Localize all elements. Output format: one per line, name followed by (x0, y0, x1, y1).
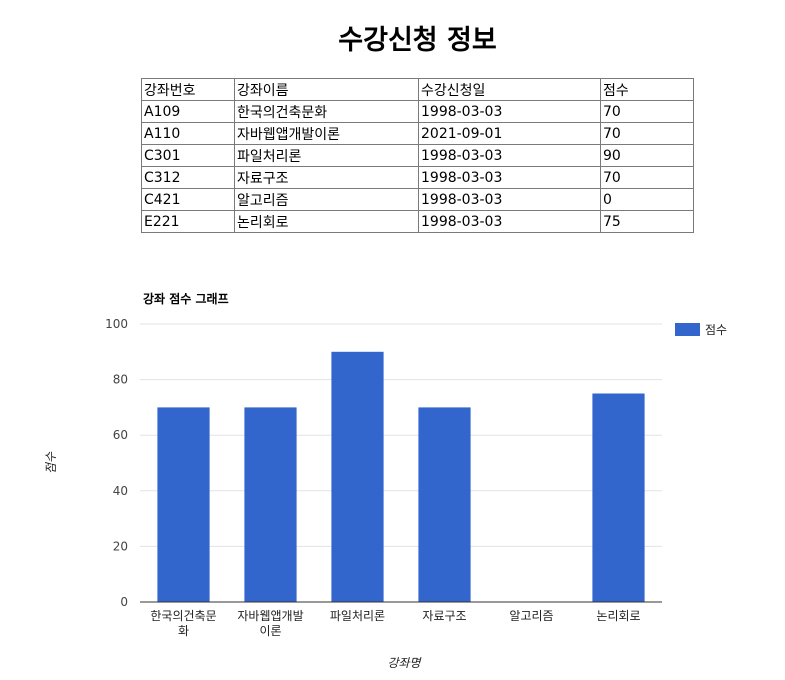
cell-course-name: 논리회로 (234, 210, 419, 233)
header-enroll-date: 수강신청일 (418, 78, 601, 101)
cell-course-id: C421 (141, 188, 235, 211)
cell-enroll-date: 1998-03-03 (418, 144, 601, 167)
y-tick-label: 20 (113, 539, 128, 553)
y-axis-ticks: 0 20 40 60 80 100 (105, 317, 128, 609)
chart-legend: 점수 (675, 323, 727, 337)
y-tick-label: 60 (113, 428, 128, 442)
bar (157, 407, 210, 602)
bar (331, 351, 384, 602)
cell-enroll-date: 1998-03-03 (418, 210, 601, 233)
table-row: A110 자바웹앱개발이론 2021-09-01 70 (141, 122, 694, 145)
bar (418, 407, 471, 602)
x-axis-label: 강좌명 (387, 656, 422, 670)
x-tick-label: 알고리즘 (509, 609, 553, 623)
y-tick-label: 0 (120, 595, 128, 609)
table-row: A109 한국의건축문화 1998-03-03 70 (141, 100, 694, 123)
header-course-id: 강좌번호 (141, 78, 235, 101)
y-tick-label: 100 (105, 317, 128, 331)
cell-course-name: 파일처리론 (234, 144, 419, 167)
cell-course-name: 자바웹앱개발이론 (234, 122, 419, 145)
x-tick-label: 자바웹앱개발 이론 (237, 609, 303, 638)
x-tick-label: 자료구조 (422, 609, 466, 623)
legend-label: 점수 (705, 323, 727, 337)
cell-course-name: 한국의건축문화 (234, 100, 419, 123)
x-tick-label: 논리회로 (596, 609, 640, 623)
cell-course-name: 알고리즘 (234, 188, 419, 211)
bar (592, 393, 645, 602)
x-tick-label: 한국의건축문 화 (150, 609, 216, 638)
cell-enroll-date: 2021-09-01 (418, 122, 601, 145)
cell-score: 70 (600, 166, 694, 189)
chart-bars (157, 351, 645, 602)
cell-score: 0 (600, 188, 694, 211)
x-tick-label: 파일처리론 (330, 609, 385, 623)
cell-course-id: C312 (141, 166, 235, 189)
cell-course-id: A109 (141, 100, 235, 123)
cell-course-id: C301 (141, 144, 235, 167)
cell-enroll-date: 1998-03-03 (418, 100, 601, 123)
y-tick-label: 40 (113, 484, 128, 498)
cell-course-name: 자료구조 (234, 166, 419, 189)
table-row: E221 논리회로 1998-03-03 75 (141, 210, 694, 233)
chart-gridlines (140, 323, 662, 547)
table-row: C301 파일처리론 1998-03-03 90 (141, 144, 694, 167)
table-row: C421 알고리즘 1998-03-03 0 (141, 188, 694, 211)
cell-course-id: E221 (141, 210, 235, 233)
cell-score: 75 (600, 210, 694, 233)
chart-title: 강좌 점수 그래프 (143, 292, 229, 306)
bar (244, 407, 297, 602)
cell-score: 70 (600, 100, 694, 123)
course-table: 강좌번호 강좌이름 수강신청일 점수 A109 한국의건축문화 1998-03-… (141, 78, 694, 233)
legend-swatch (675, 323, 700, 336)
score-bar-chart: 0 20 40 60 80 100 한국의건축문 화 자바웹앱개발 이론 파일처리론 자료구조 알고리… (44, 317, 727, 670)
cell-score: 90 (600, 144, 694, 167)
y-tick-label: 80 (113, 373, 128, 387)
header-score: 점수 (600, 78, 694, 101)
y-axis-label: 점수 (44, 451, 58, 474)
cell-enroll-date: 1998-03-03 (418, 166, 601, 189)
table-row: C312 자료구조 1998-03-03 70 (141, 166, 694, 189)
header-course-name: 강좌이름 (234, 78, 419, 101)
cell-score: 70 (600, 122, 694, 145)
table-header-row: 강좌번호 강좌이름 수강신청일 점수 (141, 78, 694, 101)
cell-course-id: A110 (141, 122, 235, 145)
page-title: 수강신청 정보 (338, 25, 497, 56)
x-axis-ticks: 한국의건축문 화 자바웹앱개발 이론 파일처리론 자료구조 알고리즘 논리회로 (150, 609, 640, 638)
cell-enroll-date: 1998-03-03 (418, 188, 601, 211)
